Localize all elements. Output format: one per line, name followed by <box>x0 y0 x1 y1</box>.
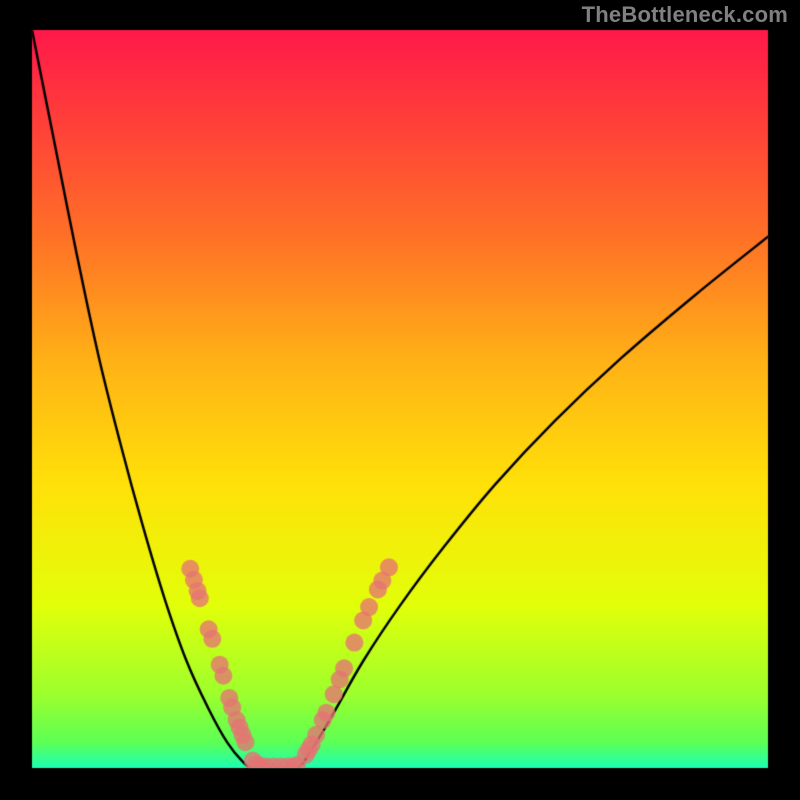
chart-stage: TheBottleneck.com <box>0 0 800 800</box>
watermark-text: TheBottleneck.com <box>582 2 788 28</box>
bottleneck-curve <box>0 0 800 800</box>
